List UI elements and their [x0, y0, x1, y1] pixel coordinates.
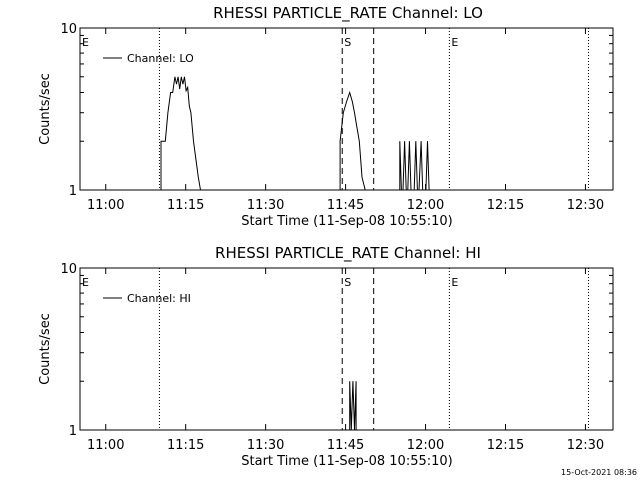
x-tick-label: 11:00: [87, 198, 124, 213]
x-ticks: 11:00 11:15 11:30 11:45 12:00 12:15 12:30: [87, 268, 604, 453]
legend: Channel: LO: [103, 52, 194, 65]
y-tick-label: 10: [60, 22, 77, 37]
x-tick-label: 11:30: [247, 438, 284, 453]
legend-label: Channel: LO: [127, 52, 194, 65]
event-marker-label: E: [451, 36, 458, 49]
y-axis-label: Counts/sec: [38, 73, 53, 145]
series-line: [80, 381, 613, 431]
legend: Channel: HI: [103, 292, 191, 305]
chart-title: RHESSI PARTICLE_RATE Channel: HI: [215, 244, 481, 263]
y-tick-label: 10: [60, 262, 77, 277]
panel-hi: RHESSI PARTICLE_RATE Channel: HI Counts/…: [38, 244, 614, 469]
x-tick-label: 11:15: [167, 198, 204, 213]
x-tick-label: 12:15: [487, 198, 524, 213]
x-tick-label: 11:00: [87, 438, 124, 453]
series-layer: [80, 381, 613, 431]
x-tick-label: 12:00: [407, 198, 444, 213]
plot-frame: [79, 27, 614, 191]
x-tick-label: 12:30: [567, 438, 604, 453]
y-ticks: 1 10: [60, 262, 613, 439]
x-tick-label: 11:30: [247, 198, 284, 213]
timestamp: 15-Oct-2021 08:36: [561, 468, 637, 477]
x-axis-label: Start Time (11-Sep-08 10:55:10): [241, 454, 452, 469]
chart-title: RHESSI PARTICLE_RATE Channel: LO: [213, 4, 483, 23]
panel-lo: RHESSI PARTICLE_RATE Channel: LO Counts/…: [38, 4, 614, 229]
x-tick-label: 12:15: [487, 438, 524, 453]
x-axis-label: Start Time (11-Sep-08 10:55:10): [241, 214, 452, 229]
series-layer: [80, 76, 613, 191]
x-tick-label: 12:30: [567, 198, 604, 213]
y-ticks: 1 10: [60, 22, 613, 199]
event-marker-label: E: [451, 276, 458, 289]
x-tick-label: 11:15: [167, 438, 204, 453]
event-marker-label: S: [344, 276, 351, 289]
series-line: [80, 76, 613, 191]
x-tick-label: 12:00: [407, 438, 444, 453]
y-tick-label: 1: [69, 184, 77, 199]
event-marker-label: S: [344, 36, 351, 49]
event-marker-label: E: [82, 276, 89, 289]
event-marker-label: E: [82, 36, 89, 49]
y-axis-label: Counts/sec: [38, 313, 53, 385]
y-tick-label: 1: [69, 424, 77, 439]
x-tick-label: 11:45: [327, 198, 364, 213]
x-tick-label: 11:45: [327, 438, 364, 453]
x-ticks: 11:00 11:15 11:30 11:45 12:00 12:15 12:30: [87, 28, 604, 213]
